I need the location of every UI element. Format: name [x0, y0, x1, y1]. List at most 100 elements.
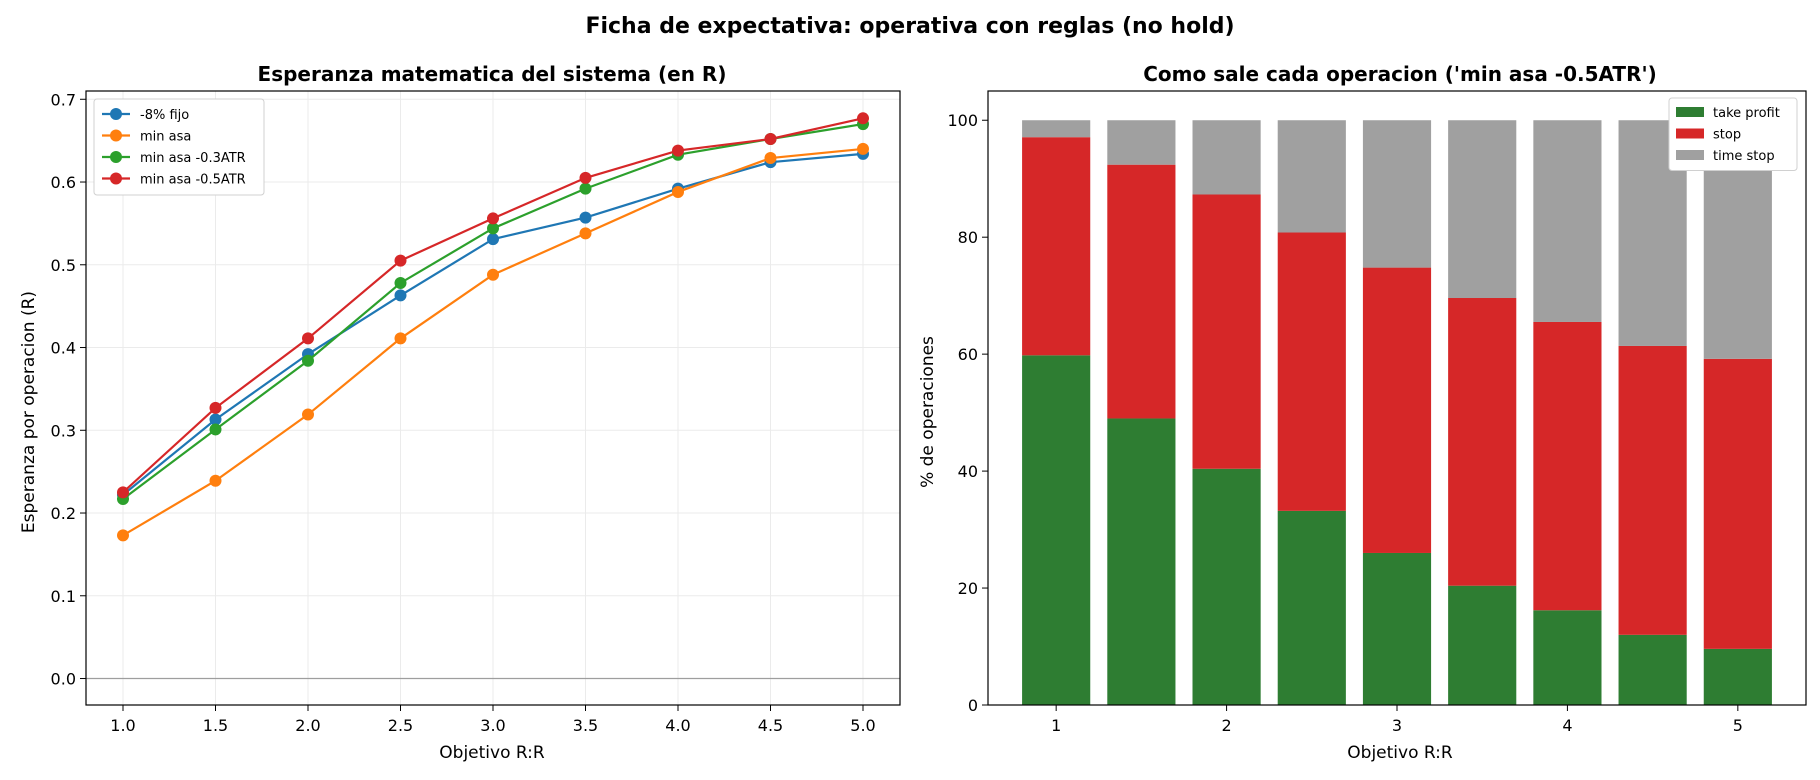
data-point — [672, 185, 684, 198]
bar-segment — [1448, 120, 1517, 299]
x-tick-label: 1.5 — [203, 716, 228, 735]
data-point — [302, 408, 314, 421]
legend-marker — [110, 129, 122, 142]
data-point — [857, 142, 869, 155]
x-tick-label: 4 — [1562, 716, 1572, 735]
x-tick-label: 2.0 — [295, 716, 320, 735]
bar-segment — [1277, 120, 1346, 233]
bar-segment — [1703, 648, 1772, 705]
y-tick-label: 20 — [958, 579, 978, 598]
legend-marker — [110, 172, 122, 185]
data-point — [209, 401, 222, 414]
data-point — [117, 529, 129, 542]
data-point — [487, 212, 499, 225]
data-point — [764, 152, 777, 165]
data-point — [672, 144, 684, 157]
bar-segment — [1022, 120, 1091, 138]
legend-marker — [110, 151, 122, 163]
data-point — [209, 413, 222, 426]
exit-breakdown-bar-chart: Como sale cada operacion ('min asa -0.5A… — [918, 62, 1807, 763]
data-point — [209, 423, 222, 436]
data-point — [579, 182, 592, 195]
bar-segment — [1022, 355, 1091, 705]
x-tick-label: 4.0 — [665, 716, 690, 735]
y-tick-label: 0.7 — [51, 90, 76, 109]
bar-segment — [1192, 194, 1261, 469]
data-point — [487, 222, 499, 235]
y-tick-label: 0.1 — [51, 587, 76, 606]
figure-title: Ficha de expectativa: operativa con regl… — [585, 14, 1234, 39]
bar-segment — [1277, 510, 1346, 705]
y-tick-label: 40 — [958, 462, 978, 481]
bar-segment — [1533, 610, 1602, 705]
legend-label: min asa — [140, 130, 191, 145]
bar-segment — [1277, 232, 1346, 511]
legend-marker — [110, 108, 122, 120]
bar-segment — [1618, 634, 1687, 705]
bar-segment — [1022, 137, 1091, 356]
x-axis-label: Objetivo R:R — [439, 743, 545, 763]
data-point — [857, 112, 869, 125]
data-point — [302, 332, 314, 345]
chart-title: Esperanza matematica del sistema (en R) — [258, 62, 727, 86]
x-axis-label: Objetivo R:R — [1347, 743, 1453, 763]
bar-segment — [1362, 267, 1432, 553]
data-point — [394, 332, 407, 345]
data-point — [302, 354, 314, 367]
legend-label: time stop — [1713, 149, 1775, 164]
expectancy-line-chart: Esperanza matematica del sistema (en R) … — [19, 62, 901, 763]
x-tick-label: 1 — [1051, 716, 1061, 735]
legend-label: min asa -0.5ATR — [140, 173, 246, 188]
bar-segment — [1618, 345, 1687, 635]
y-tick-label: 0.5 — [51, 256, 76, 275]
bar-segment — [1703, 358, 1772, 649]
y-tick-label: 100 — [947, 111, 978, 130]
data-point — [487, 233, 499, 246]
legend-swatch — [1676, 128, 1704, 139]
data-point — [394, 276, 407, 289]
bar-segment — [1448, 298, 1517, 586]
chart-title: Como sale cada operacion ('min asa -0.5A… — [1143, 62, 1657, 86]
y-tick-label: 0 — [968, 696, 978, 715]
legend-swatch — [1676, 107, 1704, 117]
bar-segment — [1107, 120, 1176, 165]
x-tick-label: 2 — [1221, 716, 1231, 735]
legend-label: -8% fijo — [140, 108, 189, 123]
data-point — [209, 474, 222, 487]
bar-segment — [1533, 120, 1602, 322]
legend-swatch — [1676, 150, 1704, 160]
data-point — [764, 132, 777, 145]
legend-label: stop — [1713, 128, 1741, 143]
x-tick-label: 5 — [1733, 716, 1743, 735]
y-tick-label: 0.6 — [51, 173, 76, 192]
legend-box — [93, 98, 265, 196]
data-point — [579, 227, 592, 240]
bar-segment — [1192, 120, 1261, 195]
bar-segment — [1192, 468, 1261, 705]
data-point — [394, 254, 407, 267]
y-tick-label: 0.3 — [51, 421, 76, 440]
y-tick-label: 60 — [958, 345, 978, 364]
x-tick-label: 1.0 — [110, 716, 135, 735]
x-tick-label: 5.0 — [850, 716, 875, 735]
data-point — [117, 486, 129, 499]
data-point — [487, 268, 499, 281]
bar-segment — [1107, 164, 1176, 419]
x-tick-label: 2.5 — [388, 716, 413, 735]
x-tick-label: 3.5 — [573, 716, 598, 735]
data-point — [394, 289, 407, 302]
bar-segment — [1107, 418, 1176, 705]
legend-label: min asa -0.3ATR — [140, 151, 246, 166]
y-axis-label: % de operaciones — [918, 336, 938, 488]
legend-label: take profit — [1713, 106, 1780, 121]
y-axis-label: Esperanza por operacion (R) — [19, 291, 39, 533]
x-tick-label: 4.5 — [758, 716, 783, 735]
y-tick-label: 80 — [958, 228, 978, 247]
x-tick-label: 3 — [1392, 716, 1402, 735]
data-point — [579, 171, 592, 184]
bar-segment — [1362, 120, 1432, 268]
x-tick-label: 3.0 — [480, 716, 505, 735]
y-tick-label: 0.2 — [51, 504, 76, 523]
y-tick-label: 0.4 — [51, 339, 76, 358]
